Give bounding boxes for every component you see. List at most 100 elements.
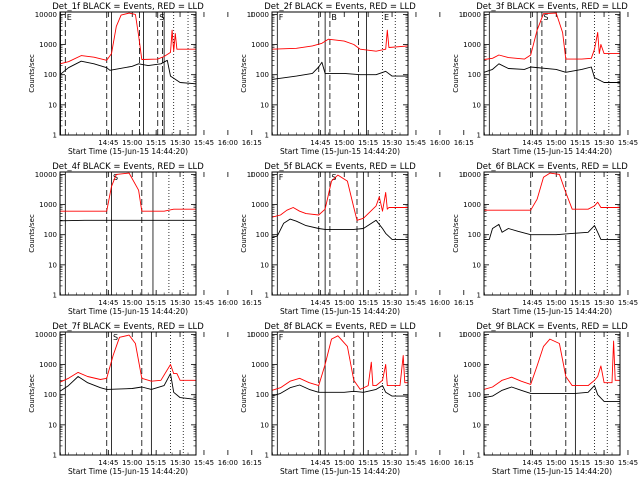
x-axis-label: Start Time (15-Jun-15 14:44:20) — [492, 147, 612, 156]
x-tick-label: 15:00 — [546, 459, 566, 467]
y-tick-label: 10000 — [247, 171, 269, 179]
y-tick-label: 1 — [265, 132, 269, 140]
y-tick-label: 1000 — [463, 41, 481, 49]
y-axis-label: Counts/sec — [452, 54, 460, 93]
time-marker-label: E — [384, 13, 389, 22]
series-line-events — [59, 373, 197, 400]
time-marker-label: S — [113, 333, 118, 342]
y-tick-label: 10000 — [35, 11, 57, 19]
x-tick-label: 15:00 — [334, 139, 354, 147]
x-tick-label: 14:45 — [522, 139, 542, 147]
plot-frame — [483, 171, 621, 296]
y-tick-label: 100 — [44, 231, 57, 239]
chart-panel-5: Det_5f BLACK = Events, RED = LLD Counts/s… — [240, 162, 474, 316]
y-tick-label: 1 — [53, 452, 57, 460]
x-tick-label: 15:15 — [358, 139, 378, 147]
time-marker-label: F — [279, 13, 284, 22]
y-tick-label: 1000 — [251, 361, 269, 369]
series-line-events — [483, 63, 620, 83]
x-axis-label: Start Time (15-Jun-15 14:44:20) — [68, 307, 188, 316]
x-tick-label: 16:00 — [218, 139, 238, 147]
plot-frame — [59, 171, 197, 296]
y-tick-label: 10000 — [459, 331, 481, 339]
y-tick-label: 10 — [472, 261, 481, 269]
x-tick-label: 15:45 — [194, 299, 214, 307]
x-tick-label: 16:00 — [430, 139, 450, 147]
x-axis-label: Start Time (15-Jun-15 14:44:20) — [492, 467, 612, 476]
x-tick-label: 15:45 — [618, 299, 638, 307]
y-tick-label: 1 — [477, 292, 481, 300]
x-axis-label: Start Time (15-Jun-15 14:44:20) — [68, 467, 188, 476]
y-tick-label: 100 — [256, 391, 269, 399]
x-tick-label: 14:45 — [522, 299, 542, 307]
x-tick-label: 16:00 — [430, 299, 450, 307]
series-line-lld — [59, 334, 196, 383]
y-tick-label: 1000 — [39, 41, 57, 49]
y-tick-label: 100 — [44, 71, 57, 79]
time-marker-label: S — [159, 13, 164, 22]
x-tick-label: 15:15 — [570, 139, 590, 147]
chart-panel-6: Det_6f BLACK = Events, RED = LLD Counts/s… — [452, 162, 638, 316]
x-tick-label: 15:00 — [122, 459, 142, 467]
y-tick-label: 100 — [468, 391, 481, 399]
series-line-events — [271, 384, 408, 397]
chart-panel-4: Det_4f BLACK = Events, RED = LLD Counts/s… — [28, 162, 262, 316]
chart-title: Det_2f BLACK = Events, RED = LLD — [264, 2, 416, 12]
series-line-lld — [59, 12, 196, 65]
y-tick-label: 10 — [48, 261, 57, 269]
series-line-events — [59, 59, 197, 85]
x-tick-label: 15:15 — [570, 459, 590, 467]
series-line-lld — [271, 174, 408, 221]
y-tick-label: 100 — [256, 71, 269, 79]
series-line-events — [484, 223, 620, 240]
chart-panel-2: Det_2f BLACK = Events, RED = LLD Counts/s… — [240, 2, 474, 156]
x-tick-label: 15:30 — [170, 299, 190, 307]
x-axis-label: Start Time (15-Jun-15 14:44:20) — [280, 147, 400, 156]
x-tick-label: 15:45 — [194, 139, 214, 147]
y-tick-label: 1000 — [251, 201, 269, 209]
plot-frame — [483, 11, 621, 136]
y-axis-label: Counts/sec — [452, 214, 460, 253]
x-tick-label: 16:00 — [430, 459, 450, 467]
x-tick-label: 15:30 — [382, 139, 402, 147]
plot-frame — [271, 11, 409, 136]
plot-frame — [271, 171, 409, 296]
y-tick-label: 10000 — [459, 11, 481, 19]
plot-frame — [271, 331, 409, 456]
y-axis-label: Counts/sec — [452, 374, 460, 413]
y-tick-label: 100 — [468, 71, 481, 79]
y-tick-label: 1000 — [39, 201, 57, 209]
x-tick-label: 16:00 — [218, 459, 238, 467]
y-tick-label: 10 — [260, 261, 269, 269]
y-tick-label: 100 — [44, 391, 57, 399]
series-line-events — [59, 219, 196, 222]
x-tick-label: 15:15 — [146, 299, 166, 307]
x-tick-label: 14:45 — [98, 139, 118, 147]
x-tick-label: 15:00 — [334, 459, 354, 467]
x-tick-label: 16:00 — [218, 299, 238, 307]
chart-title: Det_9f BLACK = Events, RED = LLD — [476, 322, 628, 332]
series-line-lld — [271, 29, 409, 52]
series-line-lld — [483, 12, 620, 60]
y-tick-label: 10000 — [247, 331, 269, 339]
x-tick-label: 15:30 — [170, 139, 190, 147]
y-tick-label: 100 — [256, 231, 269, 239]
chart-panel-3: Det_3f BLACK = Events, RED = LLD Counts/s… — [452, 2, 638, 156]
y-tick-label: 1000 — [39, 361, 57, 369]
x-tick-label: 15:15 — [146, 139, 166, 147]
x-tick-label: 15:30 — [170, 459, 190, 467]
y-axis-label: Counts/sec — [28, 374, 36, 413]
time-marker-label: S — [331, 173, 336, 182]
y-tick-label: 1 — [477, 132, 481, 140]
plot-frame — [483, 331, 621, 456]
x-tick-label: 15:45 — [194, 459, 214, 467]
chart-title: Det_5f BLACK = Events, RED = LLD — [264, 162, 416, 172]
time-marker-label: S — [113, 173, 118, 182]
chart-panel-9: Det_9f BLACK = Events, RED = LLD Counts/s… — [452, 322, 638, 476]
x-tick-label: 15:30 — [594, 299, 614, 307]
y-tick-label: 10 — [48, 421, 57, 429]
series-line-lld — [483, 338, 620, 390]
x-tick-label: 15:30 — [594, 139, 614, 147]
x-axis-label: Start Time (15-Jun-15 14:44:20) — [280, 307, 400, 316]
x-tick-label: 15:45 — [406, 139, 426, 147]
